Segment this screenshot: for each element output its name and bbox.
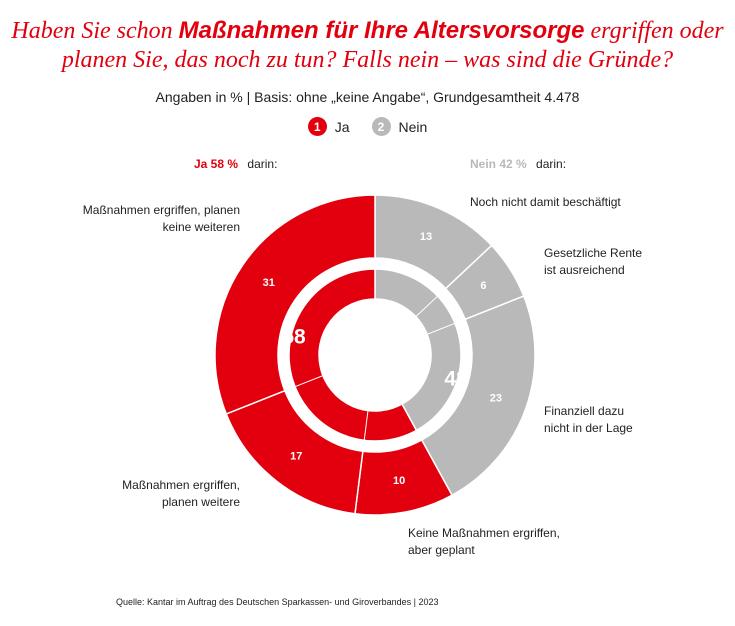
group-suffix-ja: darin: [247, 157, 278, 171]
title-bold: Maßnahmen für Ihre Altersvorsorge [178, 17, 585, 44]
chart-title: Haben Sie schon Maßnahmen für Ihre Alter… [0, 16, 735, 75]
title-part2: ergriffen oder [584, 18, 724, 44]
legend-marker-nein: 2 [371, 117, 391, 136]
title-part1: Haben Sie schon [11, 18, 179, 44]
outer-value-label-31: 31 [263, 277, 275, 289]
inner-segment-nein [374, 268, 462, 432]
legend-label-nein: Nein [398, 118, 428, 135]
segment-label-31-line1: Maßnahmen ergriffen, planen [82, 203, 240, 217]
inner-segment-ja [288, 268, 418, 442]
segment-label-17-line2: planen weitere [161, 495, 240, 509]
segment-label-10-line2: aber geplant [408, 543, 475, 557]
source-note: Quelle: Kantar im Auftrag des Deutschen … [116, 597, 439, 607]
legend-label-ja: Ja [334, 118, 350, 135]
group-pct-ja: Ja 58 % [194, 157, 239, 171]
segment-label-13: Noch nicht damit beschäftigt [470, 194, 621, 211]
inner-divider [426, 322, 456, 335]
outer-value-label-10: 10 [393, 475, 405, 487]
outer-value-label-6: 6 [480, 280, 486, 292]
legend-marker-ja: 1 [307, 117, 327, 136]
group-pct-nein: Nein 42 % [470, 157, 527, 171]
outer-value-label-23: 23 [490, 393, 502, 405]
group-head-nein: Nein 42 % darin: [470, 157, 566, 171]
group-head-ja: Ja 58 % darin: [194, 157, 277, 171]
title-line2: planen Sie, das noch zu tun? Falls nein … [61, 47, 674, 73]
segment-label-17-line1: Maßnahmen ergriffen, [122, 478, 240, 492]
inner-divider [363, 410, 369, 441]
inner-value-label-ja: 58 [282, 326, 306, 349]
segment-label-23: Finanziell dazu nicht in der Lage [544, 403, 633, 437]
segment-label-10: Keine Maßnahmen ergriffen, aber geplant [408, 525, 560, 559]
legend: 1 Ja 2 Nein [0, 117, 735, 136]
chart-subtitle: Angaben in % | Basis: ohne „keine Angabe… [155, 89, 580, 105]
legend-item-nein: 2 Nein [371, 117, 428, 136]
inner-divider [294, 375, 324, 388]
inner-divider [415, 295, 439, 318]
segment-label-6-line2: ist ausreichend [544, 263, 625, 277]
legend-item-ja: 1 Ja [307, 117, 350, 136]
segment-label-23-line2: nicht in der Lage [544, 421, 633, 435]
segment-label-13-line1: Noch nicht damit beschäftigt [470, 195, 621, 209]
group-suffix-nein: darin: [536, 157, 567, 171]
segment-label-31-line2: keine weiteren [162, 220, 240, 234]
segment-label-31: Maßnahmen ergriffen, planen keine weiter… [83, 202, 240, 236]
outer-value-label-13: 13 [420, 231, 432, 243]
inner-value-label-nein: 42 [444, 368, 467, 391]
segment-label-17: Maßnahmen ergriffen, planen weitere [122, 477, 240, 511]
outer-value-label-17: 17 [290, 451, 302, 463]
segment-label-6: Gesetzliche Rente ist ausreichend [544, 245, 642, 279]
segment-label-23-line1: Finanziell dazu [544, 404, 625, 418]
segment-label-10-line1: Keine Maßnahmen ergriffen, [408, 526, 560, 540]
outer-segment-31 [214, 194, 376, 415]
segment-label-6-line1: Gesetzliche Rente [544, 246, 643, 260]
